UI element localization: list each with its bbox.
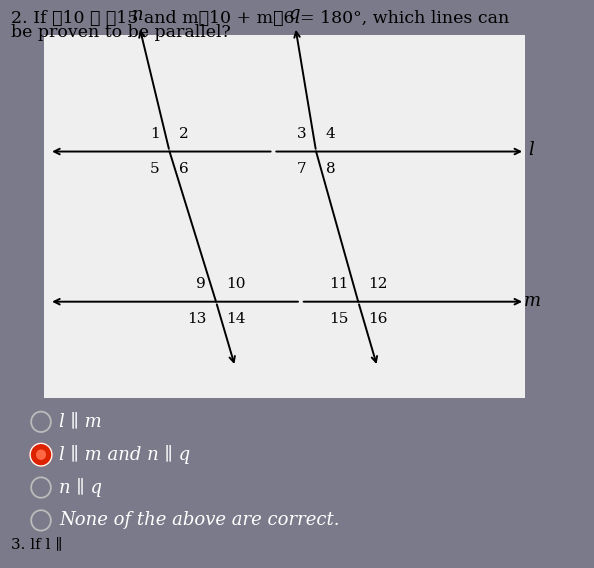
- FancyBboxPatch shape: [44, 35, 525, 398]
- Text: 15: 15: [329, 312, 348, 326]
- Text: 3: 3: [296, 127, 307, 141]
- Text: m: m: [523, 291, 541, 310]
- Text: 13: 13: [187, 312, 206, 326]
- Text: 2: 2: [179, 127, 189, 141]
- Text: n: n: [132, 6, 144, 24]
- Text: 12: 12: [368, 278, 387, 291]
- Text: 11: 11: [329, 278, 348, 291]
- Text: None of the above are correct.: None of the above are correct.: [59, 511, 340, 529]
- Circle shape: [30, 444, 52, 466]
- Text: 6: 6: [179, 162, 189, 176]
- Text: q: q: [289, 5, 300, 23]
- Text: 4: 4: [326, 127, 336, 141]
- Text: be proven to be parallel?: be proven to be parallel?: [11, 24, 230, 41]
- Text: 2. If ℈10 ≅ ℈15 and m℈10 + m℈6 = 180°, which lines can: 2. If ℈10 ≅ ℈15 and m℈10 + m℈6 = 180°, w…: [11, 10, 509, 27]
- Text: l ∥ m and n ∥ q: l ∥ m and n ∥ q: [59, 445, 190, 464]
- Text: 16: 16: [368, 312, 387, 326]
- Text: 1: 1: [150, 127, 160, 141]
- Text: 5: 5: [150, 162, 160, 176]
- Text: 8: 8: [326, 162, 336, 176]
- Text: l ∥ m: l ∥ m: [59, 413, 102, 431]
- Text: l: l: [527, 141, 533, 160]
- Circle shape: [37, 450, 45, 459]
- Text: 7: 7: [296, 162, 307, 176]
- Text: n ∥ q: n ∥ q: [59, 478, 102, 497]
- Text: 3. lf l ∥: 3. lf l ∥: [11, 537, 62, 551]
- Text: 14: 14: [226, 312, 245, 326]
- Text: 9: 9: [197, 278, 206, 291]
- Text: 10: 10: [226, 278, 245, 291]
